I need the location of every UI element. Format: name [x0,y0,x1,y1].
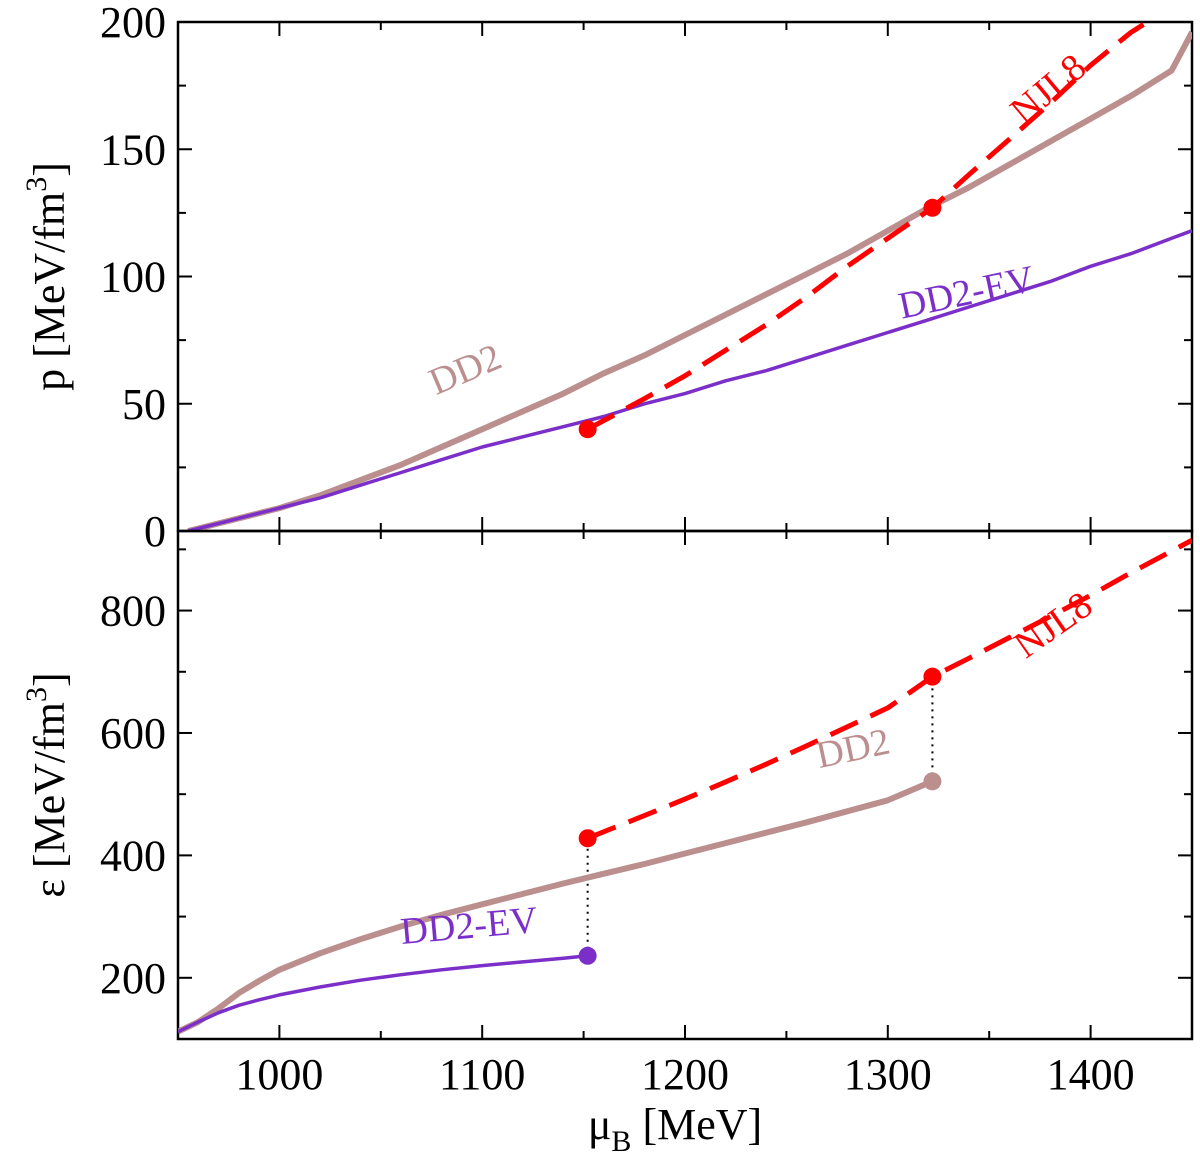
y-tick-label: 200 [100,954,166,1003]
series-annotation-dd2-ev: DD2-EV [399,899,540,953]
x-axis-subscript: B [611,1125,631,1157]
y-axis-unit-close: ] [25,672,74,687]
y-tick-label: 600 [100,709,166,758]
y-axis-unit-close: ] [25,162,74,177]
y-tick-label: 200 [100,0,166,47]
x-tick-label: 1100 [439,1050,525,1099]
plot-area [187,22,1192,531]
series-line-dd2 [178,778,934,1035]
top-panel: 0 50 100 150 200 p [MeV/fm3] DD2 DD2-EV NJL8 [20,0,1194,556]
transition-point-marker [923,667,942,686]
x-tick-label: 1200 [641,1050,729,1099]
y-tick-label: 50 [122,380,166,429]
series-line-dd2-ev [178,954,588,1034]
y-tick-label: 0 [144,507,166,556]
x-axis-title: μB [MeV] [588,1100,762,1157]
bottom-panel: 200 400 600 800 1000 1100 1200 1300 1400 μB [MeV]… [20,529,1194,1158]
series-annotation-dd2-ev: DD2-EV [895,258,1038,328]
x-tick-label: 1000 [235,1050,323,1099]
y-tick-label: 400 [100,831,166,880]
y-tick-label: 150 [100,125,166,174]
series-line-dd2-ev [187,229,1192,531]
series-annotation-dd2: DD2 [423,336,507,404]
y-axis-title: ε [MeV/fm3] [20,672,74,897]
series-line-njl8 [586,537,1192,841]
y-axis-title: p [MeV/fm3] [20,162,74,391]
series-annotation-dd2: DD2 [812,721,893,777]
x-axis-symbol: μ [588,1100,612,1149]
y-axis-superscript: 3 [20,687,53,702]
y-tick-label: 100 [100,253,166,302]
y-axis-label: p [MeV/fm [25,192,74,391]
series-annotation-njl8: NJL8 [1003,46,1095,132]
plot-frame [176,529,1194,1041]
transition-point-marker [578,420,597,439]
x-tick-label: 1300 [844,1050,932,1099]
x-tick-label: 1400 [1047,1050,1135,1099]
y-axis-superscript: 3 [20,177,53,192]
y-axis-label: ε [MeV/fm [25,702,74,898]
transition-point-marker [578,829,597,848]
transition-point-marker [578,946,597,965]
series-line-njl8 [586,22,1153,432]
transition-point-marker [923,772,942,791]
x-axis-unit: [MeV] [631,1100,762,1149]
transition-point-marker [923,198,942,217]
y-tick-label: 800 [100,587,166,636]
plot-area [178,537,1192,1035]
